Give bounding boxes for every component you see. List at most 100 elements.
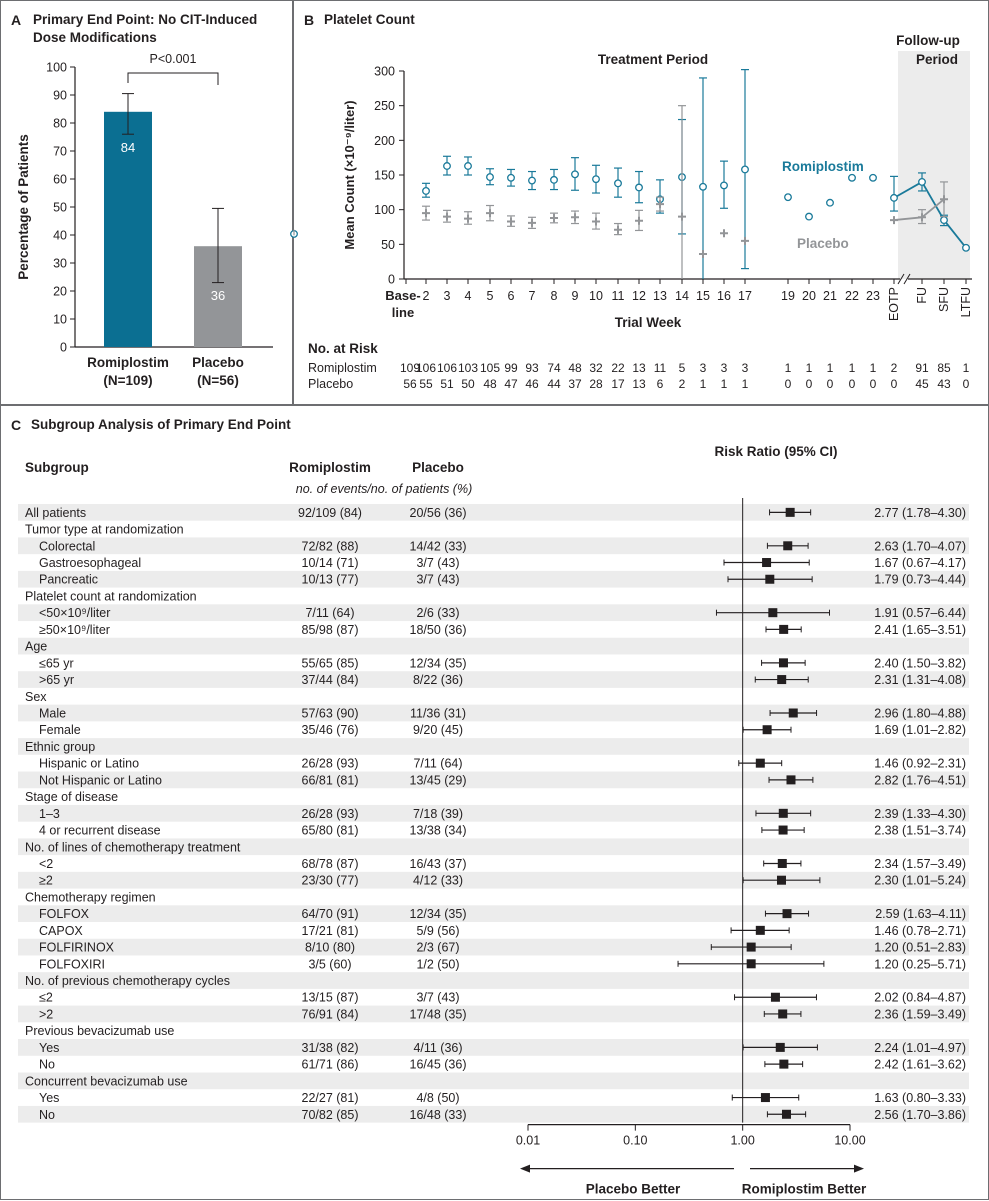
row-stripe (18, 671, 969, 688)
placebo-events: 16/45 (36) (410, 1058, 467, 1072)
rr-value: 2.56 (1.70–3.86) (874, 1108, 966, 1122)
row-stripe (18, 905, 969, 922)
panel-a-letter: A (11, 12, 21, 28)
rr-marker (785, 507, 795, 517)
point-romiplostim (614, 179, 622, 188)
panel-b-chart: B Platelet Count Treatment Period Follow… (294, 1, 973, 391)
panel-c-letter: C (11, 417, 21, 433)
b-y-tick-label: 250 (374, 99, 395, 113)
romiplostim-events: 64/70 (91) (302, 907, 359, 921)
subgroup-label: Ethnic group (25, 740, 95, 754)
row-stripe (18, 637, 969, 655)
forest-row: Female 35/46 (76) 9/20 (45) 1.69 (1.01–2.82… (39, 723, 966, 737)
placebo-events: 3/7 (43) (416, 573, 459, 587)
forest-row: ≥50×10⁹/liter 85/98 (87) 18/50 (36) 2.41 (1… (39, 623, 966, 637)
panel-b-title: Platelet Count (324, 12, 415, 27)
rr-value: 1.20 (0.25–5.71) (874, 957, 966, 971)
romiplostim-events: 10/14 (71) (302, 556, 359, 570)
risk-value: 106 (416, 361, 436, 375)
rr-marker (762, 725, 772, 735)
risk-value: 3 (700, 361, 707, 375)
rr-value: 2.40 (1.50–3.82) (874, 656, 966, 670)
risk-value: 0 (849, 377, 856, 391)
row-stripe (18, 972, 969, 989)
risk-value: 0 (785, 377, 792, 391)
rr-marker (776, 875, 786, 885)
point-romiplostim (443, 162, 451, 170)
a-y-tick-label: 80 (53, 117, 67, 131)
romiplostim-events: 61/71 (86) (302, 1058, 359, 1072)
forest-row: CAPOX 17/21 (81) 5/9 (56) 1.46 (0.78–2.71) (39, 924, 966, 938)
placebo-events: 7/11 (64) (413, 757, 462, 771)
forest-row: Chemotherapy regimen (25, 890, 156, 904)
point-romiplostim (592, 175, 600, 184)
followup-shade (898, 51, 970, 279)
risk-value: 3 (721, 361, 728, 375)
a-y-tick-label: 0 (60, 341, 67, 355)
b-x-tick-label: 10 (589, 289, 603, 303)
point-placebo (422, 209, 430, 218)
risk-value: 22 (611, 361, 625, 375)
point-romiplostim (635, 183, 643, 192)
risk-value: 48 (568, 361, 582, 375)
b-x-tick-label: 7 (529, 289, 536, 303)
row-stripe (18, 704, 969, 722)
risk-value: 1 (806, 361, 813, 375)
row-stripe (18, 1039, 969, 1056)
placebo-events: 7/18 (39) (413, 807, 463, 821)
placebo-events: 13/38 (34) (410, 824, 467, 838)
b-x-tick-label: 12 (632, 289, 646, 303)
placebo-events: 16/48 (33) (410, 1108, 467, 1122)
risk-value: 51 (440, 377, 454, 391)
point-placebo (656, 200, 664, 209)
point-romiplostim (890, 193, 898, 202)
treatment-period-label: Treatment Period (598, 52, 708, 67)
p-value-label: P<0.001 (150, 52, 197, 66)
risk-value: 43 (937, 377, 951, 391)
risk-value: 1 (742, 377, 749, 391)
risk-value: 17 (611, 377, 625, 391)
romiplostim-events: 3/5 (60) (308, 957, 351, 971)
forest-row: Male 57/63 (90) 11/36 (31) 2.96 (1.80–4.88) (18, 704, 969, 722)
subgroup-label: <2 (39, 857, 53, 871)
rr-marker (783, 541, 793, 551)
placebo-events: 18/50 (36) (410, 623, 467, 637)
rr-marker (746, 942, 756, 952)
risk-value: 48 (483, 377, 497, 391)
subgroup-label: Hispanic or Latino (39, 757, 139, 771)
placebo-events: 4/8 (50) (416, 1091, 459, 1105)
b-x-tick-label: 22 (845, 289, 859, 303)
risk-value: 1 (700, 377, 707, 391)
panel-a-title-line1: Primary End Point: No CIT-Induced (33, 12, 257, 27)
subgroup-label: Female (39, 723, 81, 737)
risk-value: 1 (849, 361, 856, 375)
forest-row: >65 yr 37/44 (84) 8/22 (36) 2.31 (1.31–4.08… (18, 671, 969, 688)
risk-value: 0 (827, 377, 834, 391)
subgroup-label: No (39, 1108, 55, 1122)
point-romiplostim (486, 173, 494, 182)
b-x-tick-label: 4 (465, 289, 472, 303)
point-placebo (486, 209, 494, 218)
b-y-tick-label: 0 (388, 273, 395, 287)
series-connector (893, 181, 923, 199)
rr-value: 2.39 (1.33–4.30) (874, 807, 966, 821)
a-category-label: Romiplostim (87, 355, 169, 370)
rr-value: 2.02 (0.84–4.87) (874, 991, 966, 1005)
subgroup-label: Colorectal (39, 539, 95, 553)
b-x-tick-label: SFU (937, 287, 951, 312)
romiplostim-events: 72/82 (88) (302, 539, 359, 553)
point-placebo (741, 236, 749, 245)
point-placebo (890, 216, 898, 225)
p-value-bracket (127, 72, 219, 85)
rr-value: 2.36 (1.59–3.49) (874, 1007, 966, 1021)
forest-row: Age (18, 637, 969, 655)
subgroup-label: Gastroesophageal (39, 556, 141, 570)
b-x-tick-label: FU (915, 287, 929, 304)
a-y-tick-label: 70 (53, 145, 67, 159)
a-value-label: 36 (211, 288, 225, 303)
b-x-tick-label: 9 (572, 289, 579, 303)
risk-value: 45 (915, 377, 929, 391)
risk-value: 109 (400, 361, 420, 375)
forest-row: Pancreatic 10/13 (77) 3/7 (43) 1.79 (0.73–4… (18, 570, 969, 588)
row-stripe (18, 570, 969, 588)
